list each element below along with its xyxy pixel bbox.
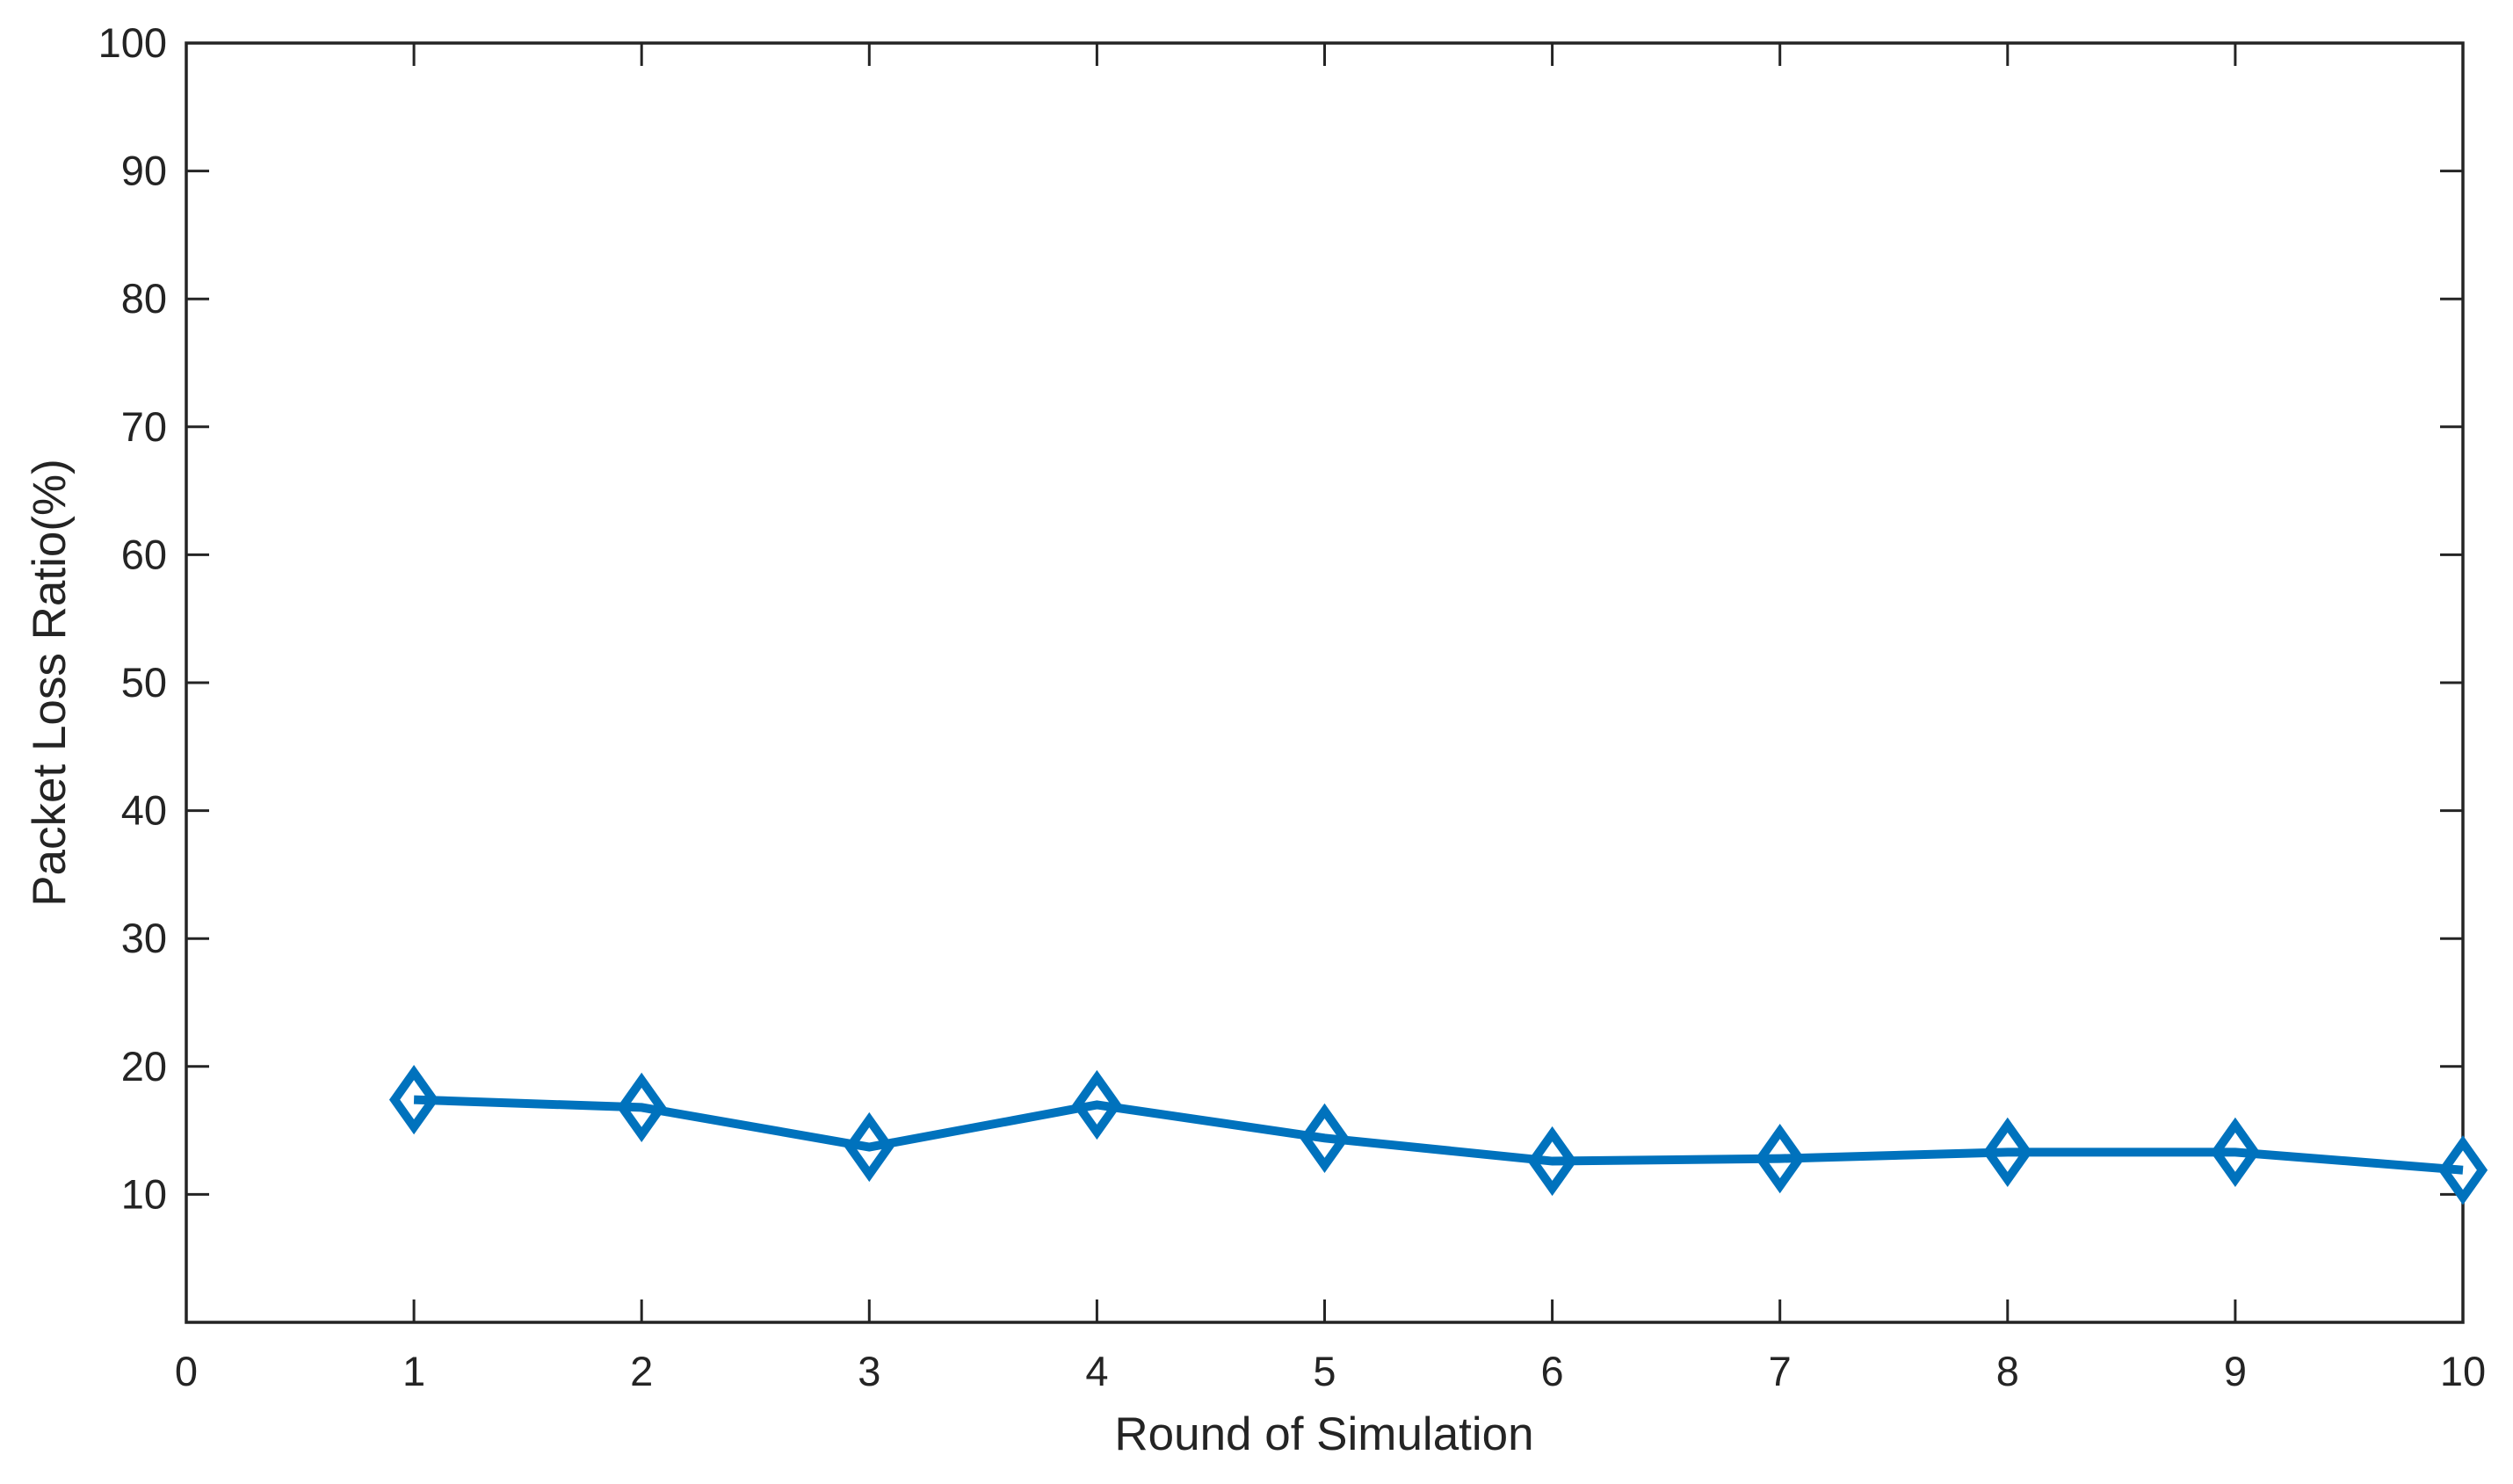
data-line [413,1095,2464,1175]
x-tick-label: 0 [175,1348,198,1394]
y-tick-label: 80 [121,275,167,322]
y-tick-label: 20 [121,1043,167,1089]
data-point-marker [2437,1135,2488,1205]
x-tick-label: 5 [1313,1348,1336,1394]
y-tick-label: 50 [121,659,167,706]
y-tick-label: 90 [121,148,167,194]
y-tick-label: 100 [98,19,167,66]
x-tick-label: 3 [858,1348,880,1394]
y-tick-label: 30 [121,915,167,961]
x-tick-label: 1 [402,1348,425,1394]
y-tick-label: 60 [121,531,167,577]
axes-layer: 0 1 2 3 4 5 6 7 8 9 10 10 20 30 40 50 60 70 80 90 100 [98,19,2487,1394]
x-tick-label: 6 [1541,1348,1564,1394]
y-tick-label: 40 [121,787,167,834]
y-tick-label: 10 [121,1170,167,1217]
x-tick-label: 4 [1085,1348,1108,1394]
x-tick-label: 9 [2224,1348,2247,1394]
x-axis-label: Round of Simulation [1114,1408,1533,1460]
x-tick-label: 10 [2440,1348,2486,1394]
x-tick-label: 8 [1996,1348,2019,1394]
data-series-layer [388,1065,2488,1205]
y-axis-label: Packet Loss Ratio(%) [24,459,76,907]
x-tick-label: 7 [1769,1348,1792,1394]
y-tick-label: 70 [121,403,167,450]
x-tick-label: 2 [630,1348,653,1394]
